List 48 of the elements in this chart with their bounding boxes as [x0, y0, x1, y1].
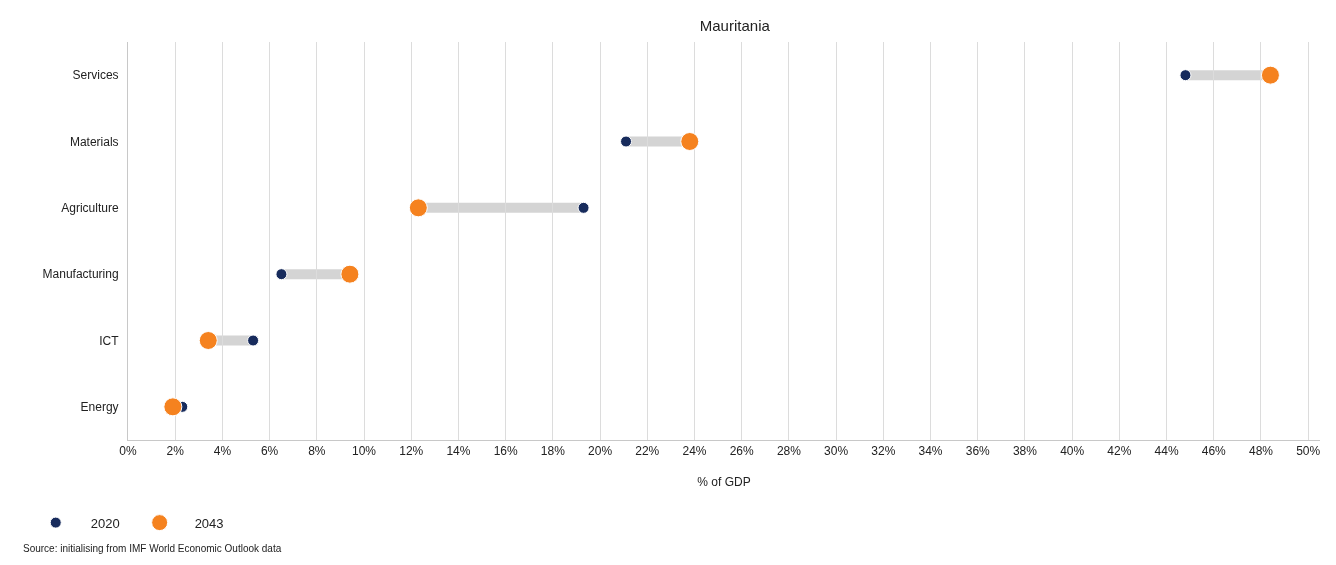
x-tick-label: 50% [1296, 444, 1321, 459]
point [680, 132, 700, 151]
point [1179, 69, 1192, 82]
chart-title: Mauritania [699, 16, 771, 34]
legend-label: 2020 [90, 515, 120, 531]
point [408, 198, 428, 218]
x-tick-label: 6% [260, 444, 279, 459]
x-axis-title: % of GDP [697, 475, 751, 489]
x-tick-label: 0% [119, 444, 137, 459]
point [620, 135, 633, 148]
y-tick-label: Services [72, 68, 119, 83]
y-tick-label: Materials [69, 134, 119, 149]
legend-label: 2043 [194, 515, 224, 531]
x-tick-label: 10% [352, 444, 377, 459]
x-tick-label: 40% [1060, 444, 1085, 459]
x-tick-label: 34% [918, 444, 943, 459]
x-tick-label: 44% [1154, 444, 1179, 459]
x-tick-label: 38% [1012, 444, 1038, 459]
x-tick-label: 48% [1248, 444, 1274, 459]
x-tick-label: 46% [1201, 444, 1227, 459]
x-tick-label: 30% [824, 444, 849, 459]
y-tick-label: ICT [99, 333, 120, 348]
x-tick-label: 36% [965, 444, 991, 459]
x-tick-label: 4% [213, 444, 232, 459]
point [1260, 65, 1280, 85]
source-note: Source: initialising from IMF World Economic Outlook data [23, 543, 282, 554]
x-tick-label: 20% [588, 444, 613, 459]
point [247, 334, 260, 347]
x-tick-label: 22% [635, 444, 660, 459]
point [198, 331, 218, 350]
y-tick-label: Manufacturing [42, 267, 119, 282]
x-tick-label: 24% [682, 444, 707, 459]
point [577, 201, 590, 214]
x-tick-label: 18% [540, 444, 566, 459]
x-tick-label: 2% [166, 444, 185, 459]
x-tick-label: 16% [493, 444, 518, 459]
x-tick-label: 42% [1107, 444, 1132, 459]
point [163, 397, 183, 417]
x-tick-label: 28% [776, 444, 802, 459]
y-tick-label: Agriculture [61, 201, 119, 216]
point [340, 264, 360, 284]
x-tick-label: 26% [729, 444, 755, 459]
point [275, 268, 288, 281]
x-tick-label: 32% [871, 444, 896, 459]
x-tick-label: 12% [399, 444, 424, 459]
x-tick-label: 14% [446, 444, 471, 459]
y-tick-label: Energy [80, 400, 119, 415]
x-tick-label: 8% [308, 444, 326, 459]
